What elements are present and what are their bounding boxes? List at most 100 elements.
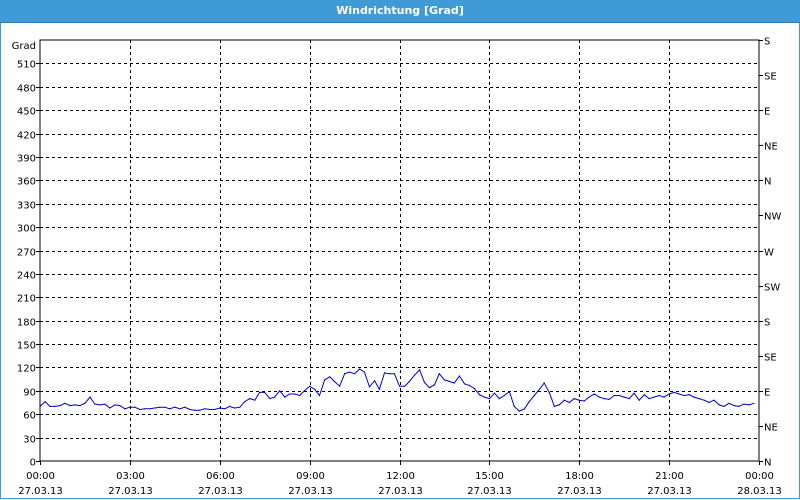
right-axis-label: NE <box>764 423 778 434</box>
right-axis-label: N <box>764 177 771 188</box>
x-tick-label-time: 21:00 <box>655 471 684 482</box>
data-point <box>743 403 745 405</box>
data-point <box>303 390 306 392</box>
x-tick-label-date: 27.03.13 <box>288 486 333 497</box>
data-point <box>219 407 221 409</box>
data-point <box>478 394 481 396</box>
data-point <box>209 408 211 411</box>
data-point <box>753 402 755 404</box>
data-point <box>214 408 216 411</box>
data-point <box>613 394 615 397</box>
data-point <box>199 409 201 411</box>
y-tick-label: 420 <box>17 131 36 142</box>
y-tick-label: 180 <box>17 318 36 329</box>
y-tick-label: 390 <box>17 154 36 165</box>
x-tick-label-time: 00:00 <box>745 471 774 482</box>
right-axis-label: E <box>764 388 770 399</box>
data-point <box>563 399 565 401</box>
data-point <box>359 368 361 370</box>
right-axis-label: S <box>764 318 770 329</box>
data-point <box>254 399 256 401</box>
data-point <box>588 396 590 398</box>
data-point <box>318 394 321 397</box>
data-point <box>498 398 500 400</box>
y-tick-label: 270 <box>17 248 36 259</box>
data-point <box>329 376 331 378</box>
x-tick-label-time: 06:00 <box>206 471 235 482</box>
data-point <box>428 387 431 389</box>
data-point <box>413 374 416 376</box>
data-point <box>84 402 86 404</box>
y-tick-label: 210 <box>17 294 36 305</box>
data-point <box>59 405 61 407</box>
data-point <box>74 404 76 406</box>
data-point <box>578 399 580 401</box>
chart-title: Windrichtung [Grad] <box>336 4 464 17</box>
data-point <box>264 391 266 393</box>
y-tick-label: 60 <box>23 411 36 422</box>
data-point <box>354 373 356 375</box>
right-axis-label: N <box>764 458 771 469</box>
data-point <box>224 408 226 410</box>
data-point <box>333 380 336 383</box>
x-tick-label-time: 00:00 <box>26 471 55 482</box>
data-point <box>229 405 231 407</box>
data-point <box>533 394 535 397</box>
data-point <box>603 398 605 400</box>
data-point <box>274 396 276 398</box>
data-point <box>39 405 41 407</box>
data-point <box>154 407 156 409</box>
x-tick-label-date: 27.03.13 <box>557 486 602 497</box>
data-point <box>733 405 735 407</box>
data-point <box>383 372 386 374</box>
x-tick-label-date: 27.03.13 <box>467 486 512 497</box>
data-point <box>443 379 445 381</box>
right-axis-label: SE <box>764 353 777 364</box>
x-tick-label-time: 09:00 <box>296 471 325 482</box>
data-point <box>748 404 750 406</box>
data-point <box>568 401 571 404</box>
y-tick-label: 450 <box>17 107 36 118</box>
data-point <box>468 384 470 386</box>
data-point <box>658 394 660 397</box>
x-tick-label-time: 15:00 <box>475 471 504 482</box>
data-point <box>389 373 391 375</box>
data-point <box>184 406 186 408</box>
data-point <box>114 404 116 406</box>
y-tick-label: 150 <box>17 341 36 352</box>
data-point <box>463 383 466 385</box>
data-point <box>69 405 71 407</box>
right-axis-label: S <box>764 37 770 48</box>
data-point <box>89 396 91 398</box>
data-point <box>593 393 595 395</box>
y-tick-label: 0 <box>30 458 36 469</box>
data-point <box>703 399 705 401</box>
data-point <box>239 406 241 408</box>
x-tick-label-date: 27.03.13 <box>378 486 423 497</box>
data-point <box>723 405 725 407</box>
data-point <box>558 404 560 406</box>
data-point <box>144 408 146 410</box>
y-tick-label: 480 <box>17 84 36 95</box>
data-point <box>344 373 346 375</box>
data-point <box>269 398 271 400</box>
x-tick-label-date: 28.03.13 <box>737 486 782 497</box>
data-point <box>713 399 715 401</box>
data-point <box>678 393 680 395</box>
data-point <box>688 394 690 396</box>
data-point <box>64 402 66 404</box>
data-point <box>54 405 56 407</box>
data-point <box>294 393 296 395</box>
data-point <box>194 409 196 411</box>
data-point <box>513 405 515 407</box>
data-point <box>289 393 291 395</box>
data-point <box>518 410 520 412</box>
data-point <box>638 399 640 401</box>
data-point <box>189 408 191 411</box>
data-point <box>204 408 206 410</box>
data-point <box>419 369 421 371</box>
data-point <box>668 393 670 395</box>
data-point <box>368 386 371 388</box>
data-point <box>104 403 106 405</box>
data-point <box>548 391 550 393</box>
